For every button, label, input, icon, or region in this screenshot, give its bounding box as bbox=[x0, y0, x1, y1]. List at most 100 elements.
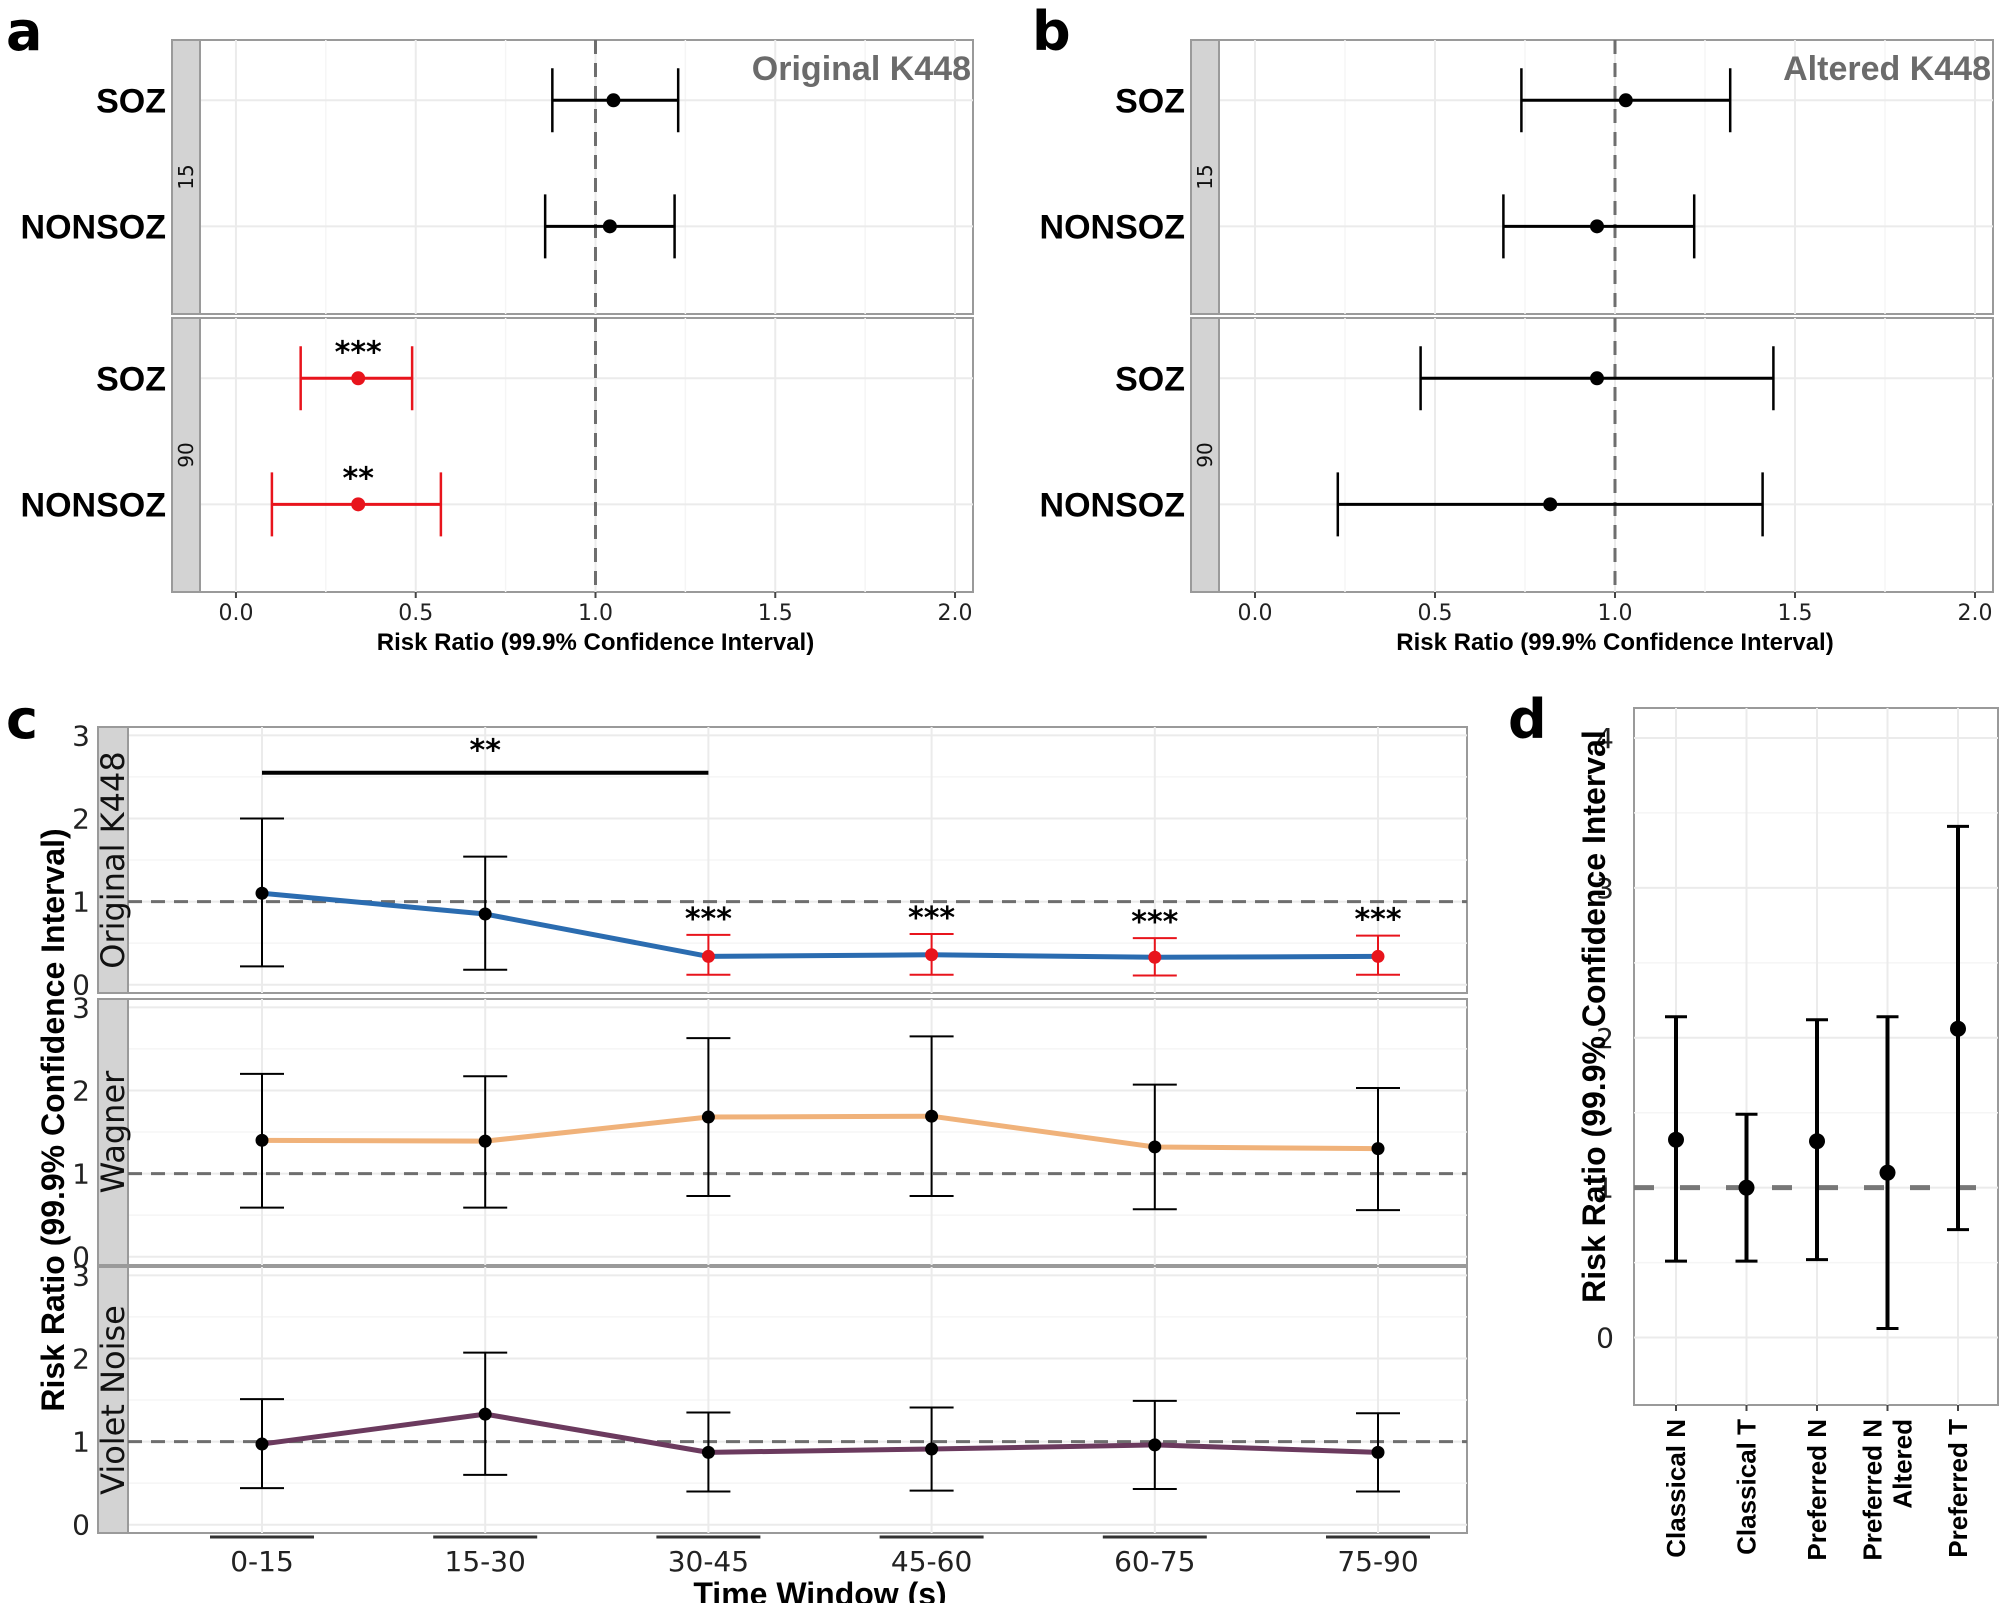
panel-letter-d: d bbox=[1508, 688, 1547, 751]
data-point bbox=[701, 1110, 715, 1124]
facet-strip bbox=[97, 998, 129, 1266]
point-estimate bbox=[1590, 219, 1604, 234]
x-tick-label: 1.5 bbox=[1778, 601, 1813, 626]
x-tick-label: 45-60 bbox=[891, 1545, 972, 1578]
x-tick-label: 0.0 bbox=[218, 601, 253, 626]
facet-0-frame bbox=[1190, 39, 1994, 315]
panel-letter-b: b bbox=[1032, 0, 1071, 63]
x-axis-label: Time Window (s) bbox=[693, 1576, 946, 1603]
panel-letter-a: a bbox=[6, 0, 42, 63]
x-tick-label: 0.5 bbox=[398, 601, 433, 626]
point-estimate bbox=[351, 497, 366, 512]
facet-strip-label: 90 bbox=[1193, 442, 1217, 467]
panel-letter-c: c bbox=[6, 688, 38, 751]
data-point bbox=[1371, 949, 1385, 963]
x-tick-label: 1.0 bbox=[578, 601, 613, 626]
y-tick-label: 0 bbox=[1596, 1322, 1614, 1355]
x-tick-label: 2.0 bbox=[1958, 601, 1993, 626]
row-label-nonsoz: NONSOZ bbox=[21, 486, 166, 524]
panel-a-forest-plot: 15 SOZ NONSOZ 90 SOZ *** NONSOZ ** Original K448… bbox=[21, 39, 974, 656]
significance-stars: *** bbox=[908, 901, 955, 936]
x-tick-label: 30-45 bbox=[668, 1545, 749, 1578]
y-tick-label: 4 bbox=[1596, 722, 1614, 755]
x-tick-label: 0.0 bbox=[1238, 601, 1273, 626]
row-label-soz: SOZ bbox=[1115, 82, 1185, 120]
y-tick-label: 1 bbox=[72, 886, 90, 919]
row-label-nonsoz: NONSOZ bbox=[21, 208, 166, 246]
panel-b-forest-plot: 15 SOZ NONSOZ 90 SOZ NONSOZ Altered K448 0.0 0.5… bbox=[1040, 39, 1994, 656]
facet-1-frame bbox=[171, 317, 974, 593]
data-point bbox=[1148, 1140, 1162, 1154]
point-estimate bbox=[1590, 371, 1604, 386]
data-point bbox=[701, 949, 715, 963]
x-tick-label: 0.5 bbox=[1418, 601, 1453, 626]
y-tick-label: 3 bbox=[72, 719, 90, 752]
y-tick-label: 0 bbox=[72, 1509, 90, 1542]
data-point bbox=[1950, 1020, 1966, 1037]
facet-strip-15 bbox=[171, 39, 201, 315]
significance-stars: ** bbox=[343, 461, 375, 496]
point-estimate bbox=[606, 93, 621, 108]
panel-title: Altered K448 bbox=[1783, 50, 1991, 88]
x-tick-label: Altered bbox=[1888, 1419, 1918, 1509]
facet-1-frame bbox=[1190, 317, 1994, 593]
data-point bbox=[1668, 1131, 1684, 1148]
x-axis-label: Risk Ratio (99.9% Confidence Interval) bbox=[377, 629, 814, 656]
data-point bbox=[1148, 1438, 1162, 1452]
facet-strip-label: 90 bbox=[174, 442, 198, 467]
significance-stars: *** bbox=[1131, 905, 1178, 940]
y-tick-label: 0 bbox=[72, 969, 90, 1002]
point-estimate bbox=[602, 219, 617, 234]
data-point bbox=[1371, 1142, 1385, 1156]
facet-strip-label: 15 bbox=[1193, 164, 1217, 189]
y-tick-label: 1 bbox=[72, 1426, 90, 1459]
data-point bbox=[925, 948, 939, 962]
y-tick-label: 3 bbox=[72, 991, 90, 1024]
x-tick-label: 75-90 bbox=[1337, 1545, 1418, 1578]
y-tick-label: 2 bbox=[72, 1342, 90, 1375]
y-tick-label: 1 bbox=[72, 1158, 90, 1191]
point-estimate bbox=[1543, 497, 1558, 512]
point-estimate bbox=[1618, 93, 1633, 108]
x-tick-label: Classical N bbox=[1661, 1419, 1691, 1558]
x-tick-label: 15-30 bbox=[445, 1545, 526, 1578]
facet-strip-label: Violet Noise bbox=[94, 1305, 132, 1495]
x-tick-label: 2.0 bbox=[938, 601, 973, 626]
x-tick-label: Preferred N bbox=[1858, 1419, 1888, 1561]
row-label-soz: SOZ bbox=[96, 82, 166, 120]
facet-strip-90 bbox=[171, 317, 201, 593]
y-tick-label: 0 bbox=[72, 1241, 90, 1274]
row-label-nonsoz: NONSOZ bbox=[1040, 486, 1185, 524]
data-point bbox=[925, 1442, 939, 1456]
x-tick-label: 1.0 bbox=[1598, 601, 1633, 626]
series-line bbox=[261, 1113, 1379, 1152]
facet-0-frame bbox=[171, 39, 974, 315]
facet-strip-label: Original K448 bbox=[94, 751, 132, 968]
row-label-soz: SOZ bbox=[1115, 360, 1185, 398]
significance-stars: *** bbox=[1354, 903, 1401, 938]
y-tick-label: 2 bbox=[72, 802, 90, 835]
data-point bbox=[1738, 1179, 1755, 1196]
data-point bbox=[1879, 1164, 1896, 1181]
data-point bbox=[925, 1109, 939, 1123]
data-point bbox=[1371, 1445, 1385, 1459]
facet-strip bbox=[97, 726, 129, 994]
y-tick-label: 3 bbox=[1596, 872, 1614, 905]
facet-strip-label: Wagner bbox=[94, 1070, 132, 1193]
series-line bbox=[261, 890, 1379, 960]
x-tick-label: Preferred T bbox=[1943, 1419, 1973, 1558]
point-estimate bbox=[351, 371, 366, 386]
row-label-nonsoz: NONSOZ bbox=[1040, 208, 1185, 246]
row-label-soz: SOZ bbox=[96, 360, 166, 398]
data-point bbox=[255, 886, 269, 900]
data-point bbox=[255, 1133, 269, 1147]
x-axis-label: Risk Ratio (99.9% Confidence Interval) bbox=[1396, 629, 1833, 656]
data-point bbox=[1148, 950, 1162, 964]
panel-d-errorbar-plot: 0 1 2 3 4 Classical N Classical T Preferred N Pr… bbox=[1576, 707, 1999, 1561]
data-point bbox=[478, 907, 492, 921]
facet-strip-90 bbox=[1190, 317, 1220, 593]
data-point bbox=[478, 1407, 492, 1421]
bracket-stars: ** bbox=[470, 734, 502, 769]
